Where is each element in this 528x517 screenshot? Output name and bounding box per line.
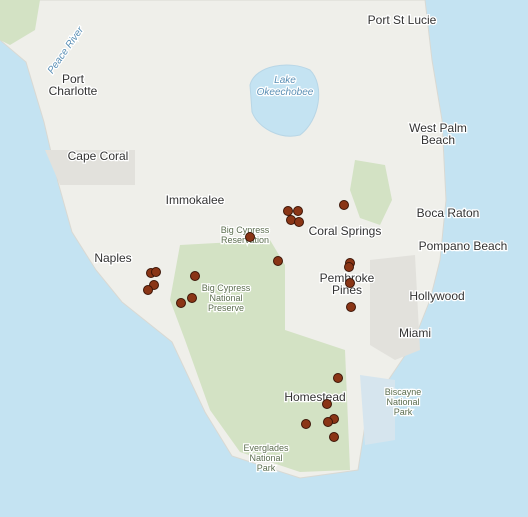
- label-line: Park: [257, 463, 276, 473]
- place-label: Pembroke Pines: [320, 271, 375, 297]
- label-line: Big Cypress: [221, 225, 270, 235]
- place-label: Coral Springs: [309, 224, 382, 238]
- label-line: National: [249, 453, 282, 463]
- place-label: Pompano Beach: [419, 239, 508, 253]
- label-line: Reservation: [221, 235, 269, 245]
- map-marker[interactable]: [322, 399, 332, 409]
- map-marker[interactable]: [187, 293, 197, 303]
- map-marker[interactable]: [329, 432, 339, 442]
- label-line: West Palm: [409, 121, 467, 135]
- lake: [249, 64, 320, 137]
- map-marker[interactable]: [176, 298, 186, 308]
- place-label: Biscayne National Park: [385, 387, 422, 417]
- place-label: Port St Lucie: [368, 13, 437, 27]
- map-marker[interactable]: [346, 302, 356, 312]
- map-marker[interactable]: [293, 206, 303, 216]
- label-line: Biscayne: [385, 387, 422, 397]
- park-area: [350, 160, 392, 225]
- label-line: Charlotte: [49, 84, 98, 98]
- place-label: Immokalee: [166, 193, 225, 207]
- label-line: National: [386, 397, 419, 407]
- map-marker[interactable]: [283, 206, 293, 216]
- place-label: Lake Okeechobee: [257, 75, 314, 98]
- urban-area: [45, 150, 135, 185]
- place-label: Homestead: [284, 390, 345, 404]
- label-line: Okeechobee: [257, 87, 314, 98]
- map-marker[interactable]: [333, 373, 343, 383]
- place-label: Everglades National Park: [243, 443, 289, 473]
- place-label: Port Charlotte: [49, 72, 98, 98]
- label-line: Pembroke: [320, 271, 375, 285]
- park-area: [170, 240, 350, 472]
- label-line: Lake: [274, 75, 296, 86]
- label-line: Beach: [421, 133, 455, 147]
- label-line: Big Cypress: [202, 283, 251, 293]
- map-marker[interactable]: [151, 267, 161, 277]
- map-marker[interactable]: [339, 200, 349, 210]
- label-line: National: [209, 293, 242, 303]
- label-line: Park: [394, 407, 413, 417]
- map-marker[interactable]: [344, 262, 354, 272]
- place-label: Cape Coral: [68, 149, 129, 163]
- place-label: West Palm Beach: [409, 121, 467, 147]
- place-label: Big Cypress Reservation: [221, 225, 270, 245]
- place-label: Naples: [94, 251, 131, 265]
- map-marker[interactable]: [245, 232, 255, 242]
- park-area: [0, 0, 40, 45]
- markers: [143, 200, 356, 442]
- label-line: Preserve: [208, 303, 244, 313]
- label-line: Pines: [332, 283, 362, 297]
- map-marker[interactable]: [190, 271, 200, 281]
- place-label: Hollywood: [409, 289, 464, 303]
- map-marker[interactable]: [143, 285, 153, 295]
- place-label: Big Cypress National Preserve: [202, 283, 251, 313]
- map-marker[interactable]: [345, 278, 355, 288]
- place-label: Boca Raton: [417, 206, 480, 220]
- bay: [360, 375, 395, 445]
- map-marker[interactable]: [294, 217, 304, 227]
- label-line: Everglades: [243, 443, 289, 453]
- label-line: Port: [62, 72, 85, 86]
- map-marker[interactable]: [273, 256, 283, 266]
- map-marker[interactable]: [323, 417, 333, 427]
- place-label: Miami: [399, 326, 431, 340]
- urban-area: [370, 255, 420, 360]
- map-marker[interactable]: [301, 419, 311, 429]
